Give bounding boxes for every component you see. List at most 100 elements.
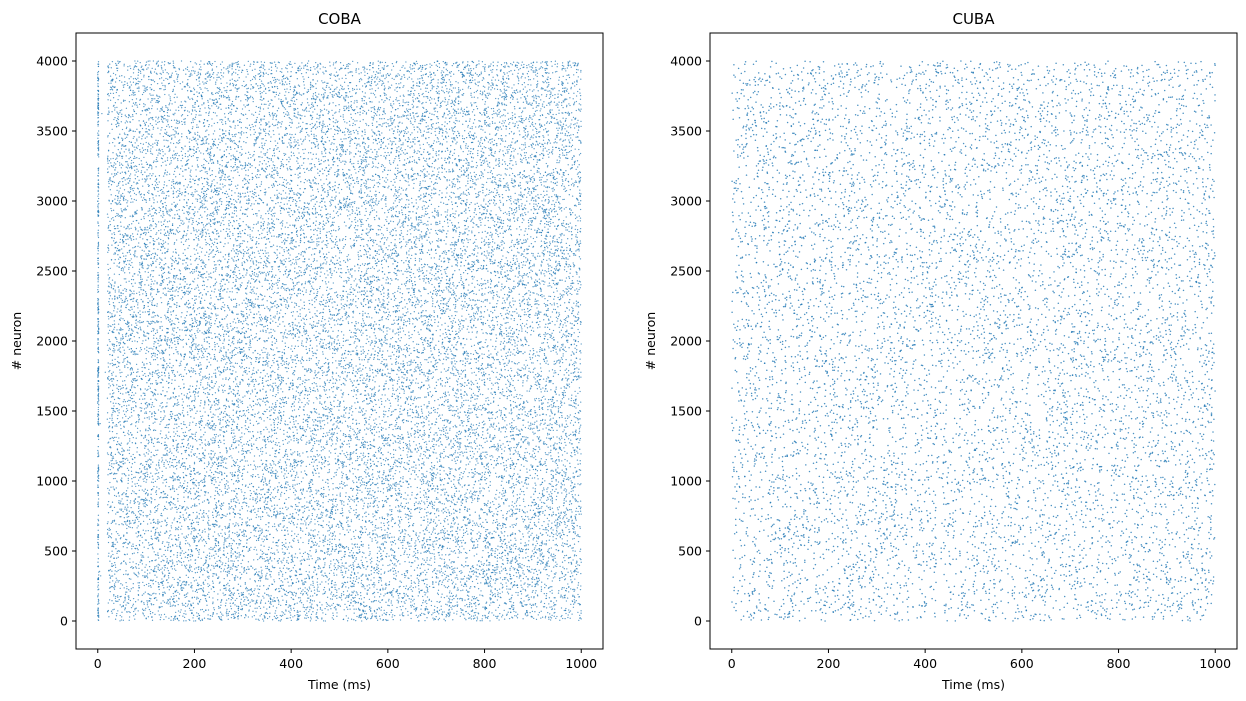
coba-spike-point [365,618,366,619]
coba-spike-point [383,287,384,288]
coba-spike-point [312,542,313,543]
coba-spike-point [471,540,472,541]
coba-spike-point [229,447,230,448]
coba-spike-point [139,291,140,292]
coba-spike-point [265,129,266,130]
coba-spike-point [408,421,409,422]
coba-spike-point [373,139,374,140]
coba-spike-point [217,477,218,478]
coba-spike-point [210,175,211,176]
coba-spike-point [139,264,140,265]
coba-spike-point [496,248,497,249]
coba-spike-point [292,362,293,363]
coba-spike-point [315,92,316,93]
coba-spike-point [241,113,242,114]
coba-spike-point [453,443,454,444]
coba-spike-point [289,125,290,126]
coba-spike-point [574,554,575,555]
coba-spike-point [150,264,151,265]
coba-spike-point [97,553,98,554]
coba-spike-point [124,76,125,77]
coba-spike-point [214,404,215,405]
coba-spike-point [221,324,222,325]
coba-spike-point [153,330,154,331]
coba-spike-point [265,278,266,279]
coba-spike-point [312,430,313,431]
coba-spike-point [507,554,508,555]
coba-spike-point [398,601,399,602]
coba-spike-point [463,529,464,530]
coba-spike-point [313,508,314,509]
coba-spike-point [253,129,254,130]
coba-spike-point [127,507,128,508]
coba-spike-point [109,312,110,313]
coba-spike-point [570,414,571,415]
coba-spike-point [382,171,383,172]
coba-spike-point [561,415,562,416]
coba-spike-point [399,580,400,581]
coba-spike-point [477,569,478,570]
coba-spike-point [518,272,519,273]
coba-spike-point [359,364,360,365]
coba-spike-point [428,424,429,425]
coba-spike-point [197,550,198,551]
coba-spike-point [385,460,386,461]
coba-spike-point [335,242,336,243]
coba-spike-point [483,424,484,425]
coba-spike-point [166,602,167,603]
coba-spike-point [226,205,227,206]
coba-spike-point [302,291,303,292]
coba-spike-point [481,564,482,565]
coba-spike-point [229,236,230,237]
coba-spike-point [198,484,199,485]
coba-spike-point [272,565,273,566]
coba-spike-point [523,219,524,220]
coba-spike-point [235,164,236,165]
coba-spike-point [455,577,456,578]
coba-spike-point [240,603,241,604]
coba-spike-point [384,123,385,124]
coba-spike-point [265,404,266,405]
coba-spike-point [241,454,242,455]
coba-spike-point [385,182,386,183]
coba-spike-point [299,597,300,598]
coba-spike-point [145,498,146,499]
coba-spike-point [515,389,516,390]
coba-spike-point [382,278,383,279]
coba-spike-point [580,240,581,241]
coba-spike-point [459,444,460,445]
coba-spike-point [129,362,130,363]
coba-spike-point [509,599,510,600]
coba-spike-point [479,516,480,517]
coba-spike-point [427,213,428,214]
coba-spike-point [467,239,468,240]
coba-spike-point [518,334,519,335]
coba-spike-point [499,196,500,197]
coba-spike-point [461,402,462,403]
coba-spike-point [185,118,186,119]
coba-spike-point [217,108,218,109]
coba-spike-point [492,297,493,298]
coba-spike-point [438,127,439,128]
coba-spike-point [373,242,374,243]
coba-spike-point [294,479,295,480]
coba-spike-point [574,290,575,291]
coba-spike-point [237,125,238,126]
coba-spike-point [272,306,273,307]
coba-spike-point [154,421,155,422]
coba-spike-point [203,357,204,358]
coba-spike-point [476,307,477,308]
coba-spike-point [125,523,126,524]
coba-spike-point [370,237,371,238]
coba-spike-point [530,571,531,572]
coba-spike-point [502,197,503,198]
coba-spike-point [427,590,428,591]
coba-spike-point [162,471,163,472]
coba-spike-point [225,117,226,118]
coba-spike-point [252,155,253,156]
coba-spike-point [223,515,224,516]
coba-spike-point [169,586,170,587]
coba-spike-point [530,292,531,293]
coba-spike-point [512,532,513,533]
coba-spike-point [138,75,139,76]
